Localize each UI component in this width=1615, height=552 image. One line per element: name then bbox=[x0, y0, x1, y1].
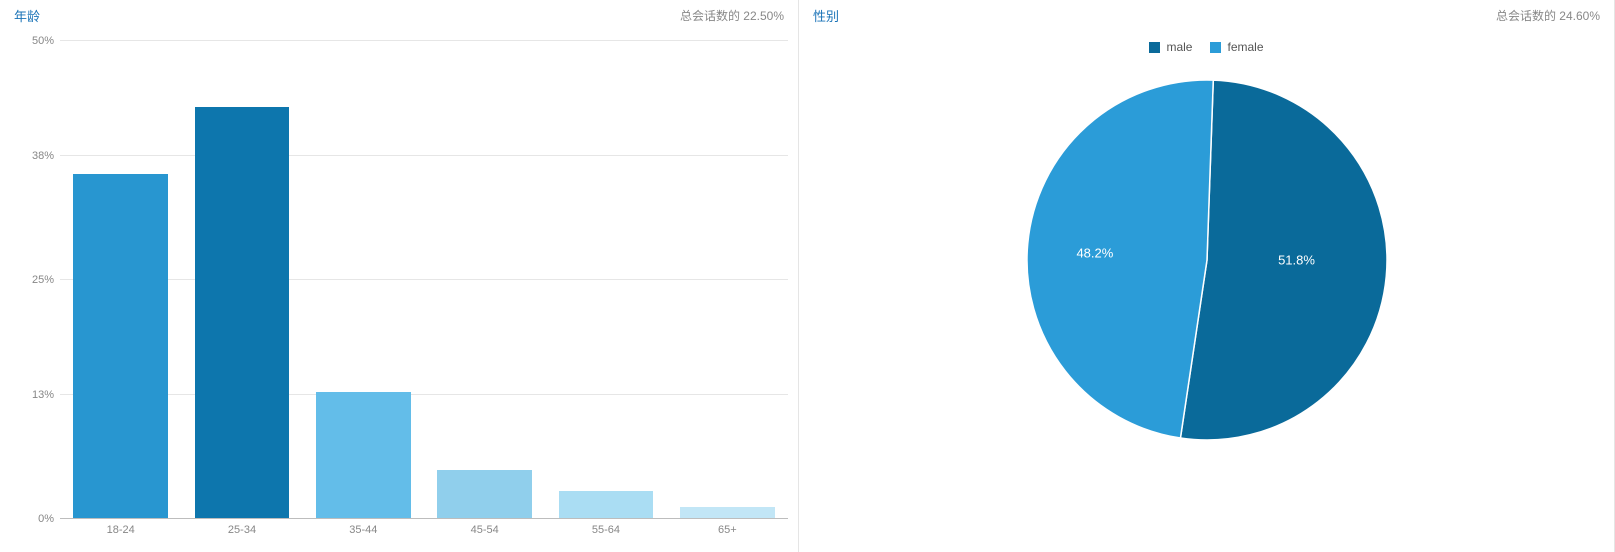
legend-item-male[interactable]: male bbox=[1149, 40, 1192, 54]
x-axis-label: 18-24 bbox=[60, 518, 181, 542]
gender-legend: male female bbox=[799, 40, 1614, 54]
bar-35-44[interactable] bbox=[316, 392, 411, 518]
bar-slot bbox=[667, 40, 788, 518]
bar-slot bbox=[60, 40, 181, 518]
age-bar-chart: 0%13%25%38%50% 18-2425-3435-4445-5455-64… bbox=[20, 40, 788, 542]
pie-slice-label-female: 48.2% bbox=[1076, 245, 1113, 260]
gender-pie-wrap: 51.8% 48.2% bbox=[799, 80, 1614, 440]
x-axis-label: 55-64 bbox=[545, 518, 666, 542]
y-axis-tick-label: 25% bbox=[20, 274, 54, 286]
x-axis-label: 45-54 bbox=[424, 518, 545, 542]
pie-slice-label-male: 51.8% bbox=[1278, 253, 1315, 268]
legend-label: female bbox=[1227, 40, 1263, 54]
y-axis-tick-label: 50% bbox=[20, 35, 54, 47]
bar-slot bbox=[303, 40, 424, 518]
bar-45-54[interactable] bbox=[437, 470, 532, 518]
age-bars bbox=[60, 40, 788, 518]
age-panel: 年龄 总会话数的 22.50% 0%13%25%38%50% 18-2425-3… bbox=[0, 0, 799, 552]
gender-pie-chart: 51.8% 48.2% bbox=[1027, 80, 1387, 440]
legend-swatch-icon bbox=[1149, 42, 1160, 53]
gender-panel: 性别 总会话数的 24.60% male female 51.8% 48.2% bbox=[799, 0, 1615, 552]
age-x-axis-labels: 18-2425-3435-4445-5455-6465+ bbox=[60, 518, 788, 542]
age-panel-subtitle: 总会话数的 22.50% bbox=[680, 7, 784, 24]
y-axis-tick-label: 38% bbox=[20, 150, 54, 162]
gender-panel-header: 性别 总会话数的 24.60% bbox=[799, 0, 1614, 29]
gender-panel-subtitle: 总会话数的 24.60% bbox=[1496, 7, 1600, 24]
bar-55-64[interactable] bbox=[559, 491, 654, 518]
x-axis-label: 35-44 bbox=[303, 518, 424, 542]
bar-slot bbox=[424, 40, 545, 518]
legend-item-female[interactable]: female bbox=[1210, 40, 1263, 54]
x-axis-label: 25-34 bbox=[181, 518, 302, 542]
y-axis-tick-label: 0% bbox=[20, 513, 54, 525]
bar-65+[interactable] bbox=[680, 507, 775, 518]
legend-swatch-icon bbox=[1210, 42, 1221, 53]
age-plot-area: 0%13%25%38%50% bbox=[60, 40, 788, 518]
bar-25-34[interactable] bbox=[195, 107, 290, 518]
bar-slot bbox=[545, 40, 666, 518]
age-panel-title: 年龄 bbox=[14, 6, 40, 25]
age-panel-header: 年龄 总会话数的 22.50% bbox=[0, 0, 798, 29]
legend-label: male bbox=[1166, 40, 1192, 54]
pie-slice-female[interactable] bbox=[1027, 80, 1213, 438]
bar-slot bbox=[181, 40, 302, 518]
x-axis-label: 65+ bbox=[667, 518, 788, 542]
bar-18-24[interactable] bbox=[73, 174, 168, 518]
y-axis-tick-label: 13% bbox=[20, 389, 54, 401]
gender-panel-title: 性别 bbox=[813, 6, 839, 25]
